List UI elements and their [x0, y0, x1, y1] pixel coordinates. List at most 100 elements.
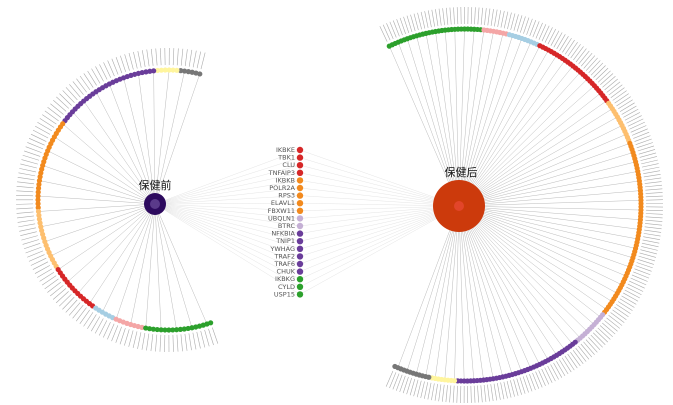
- shared-node: [296, 238, 304, 245]
- edge: [154, 203, 301, 287]
- label-stub: [535, 371, 543, 388]
- label-stub: [69, 84, 81, 98]
- label-stub: [53, 100, 67, 112]
- label-stub: [452, 385, 455, 403]
- label-stub: [76, 78, 87, 93]
- label-stub: [627, 118, 644, 127]
- label-stub: [490, 384, 494, 402]
- label-stub: [490, 9, 494, 26]
- label-stub: [570, 44, 581, 59]
- label-stub: [379, 26, 388, 42]
- label-stub: [470, 7, 473, 25]
- label-stub: [643, 233, 661, 237]
- label-stub: [575, 347, 587, 362]
- label-stub: [32, 261, 49, 270]
- label-stub: [510, 380, 515, 397]
- label-stub: [561, 357, 572, 373]
- node-label: TBK1: [277, 154, 295, 162]
- label-stub: [644, 226, 662, 230]
- label-stub: [588, 337, 601, 351]
- shared-node: [296, 207, 304, 214]
- label-stub: [19, 168, 37, 173]
- label-stub: [32, 129, 49, 139]
- hub-after-core: [454, 201, 464, 211]
- label-stub: [41, 275, 57, 286]
- label-stub: [624, 112, 641, 121]
- edge: [299, 205, 460, 211]
- edge: [299, 205, 460, 295]
- edge: [458, 71, 581, 207]
- edge: [415, 205, 460, 375]
- label-stub: [583, 55, 596, 69]
- edge: [299, 172, 460, 207]
- label-stub: [602, 76, 616, 88]
- label-stub: [634, 268, 651, 276]
- edge: [153, 70, 156, 205]
- label-stub: [586, 57, 598, 71]
- edge: [416, 35, 460, 207]
- edge: [397, 205, 460, 368]
- label-stub: [580, 52, 593, 67]
- label-stub: [500, 382, 505, 400]
- label-stub: [538, 370, 546, 386]
- label-stub: [17, 181, 35, 185]
- label-stub: [424, 11, 429, 28]
- edge: [454, 205, 460, 381]
- arc-node: [146, 326, 153, 332]
- label-stub: [627, 283, 644, 292]
- label-stub: [146, 49, 150, 67]
- label-stub: [600, 73, 614, 86]
- edge: [458, 31, 494, 207]
- arc-node: [143, 325, 149, 331]
- label-stub: [477, 7, 480, 25]
- label-stub: [188, 333, 192, 351]
- label-stub: [643, 170, 661, 174]
- label-stub: [24, 150, 41, 157]
- label-stub: [159, 334, 162, 352]
- label-stub: [602, 322, 616, 335]
- edge: [109, 83, 156, 205]
- label-stub: [595, 67, 609, 81]
- label-stub: [570, 351, 581, 367]
- label-stub: [503, 381, 508, 399]
- label-stub: [420, 381, 425, 399]
- edge: [72, 111, 156, 205]
- edge: [299, 157, 460, 207]
- label-stub: [636, 262, 653, 269]
- edge: [458, 92, 601, 207]
- label-stub: [83, 73, 94, 88]
- arc-node: [35, 197, 41, 203]
- label-stub: [111, 58, 119, 75]
- label-stub: [95, 66, 104, 82]
- edge: [458, 205, 573, 345]
- label-stub: [449, 385, 452, 403]
- label-stub: [406, 15, 413, 33]
- label-stub: [56, 96, 70, 109]
- edge: [458, 60, 566, 207]
- edge: [299, 205, 460, 227]
- label-stub: [141, 50, 146, 67]
- edge: [434, 205, 460, 379]
- label-stub: [52, 288, 67, 300]
- label-stub: [547, 28, 557, 45]
- arc-node: [37, 174, 43, 180]
- label-stub: [599, 325, 613, 338]
- shared-node: [296, 154, 304, 161]
- edge: [458, 28, 465, 207]
- edge: [154, 203, 301, 265]
- edge: [454, 29, 460, 207]
- label-stub: [21, 235, 38, 241]
- label-stub: [556, 34, 566, 50]
- label-stub: [25, 246, 42, 254]
- label-stub: [18, 172, 36, 177]
- edge: [299, 203, 460, 207]
- label-stub: [386, 23, 394, 39]
- arc-node: [150, 326, 156, 332]
- edge: [154, 165, 301, 205]
- label-stub: [637, 259, 654, 265]
- label-stub: [65, 87, 78, 101]
- label-stub: [578, 50, 590, 65]
- label-stub: [544, 367, 553, 383]
- edge: [458, 205, 638, 240]
